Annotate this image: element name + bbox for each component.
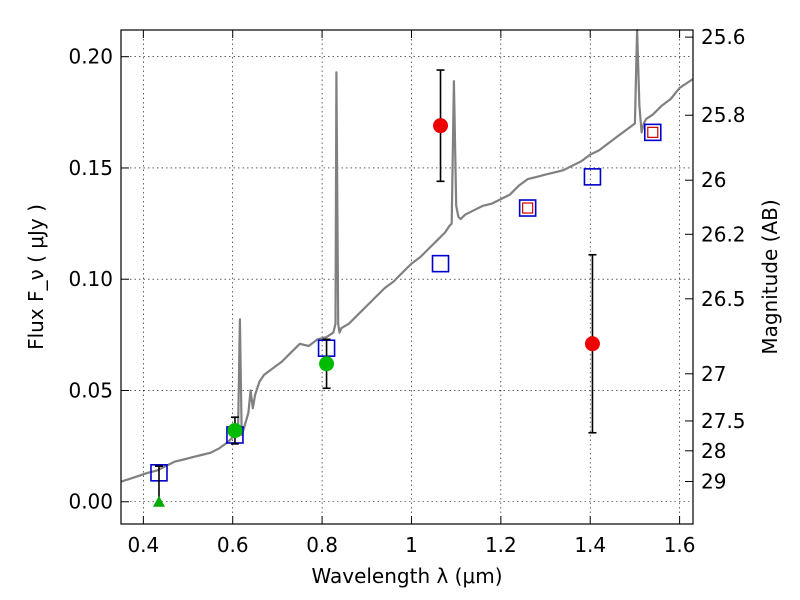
y2-tick-label: 26.5 [701, 287, 746, 311]
model-square [643, 123, 662, 142]
y2-tick-label: 27 [701, 362, 726, 386]
y2-tick-label: 26 [701, 168, 726, 192]
y2-tick-label: 28 [701, 439, 726, 463]
axis-ticks: 0.4 0.6 0.8 1 1.2 1.4 1.6 0.00 0.05 0.10 0.15 0.20 2… [68, 25, 745, 557]
detection-point [433, 118, 449, 134]
y-tick-label: 0.00 [68, 490, 113, 514]
data-layer [120, 28, 694, 507]
y-tick-label: 0.20 [68, 45, 113, 69]
spectrum-line [120, 28, 694, 483]
grid-lines [121, 30, 693, 524]
y2-tick-label: 25.8 [701, 103, 746, 127]
red-square-marker [522, 202, 534, 214]
model-square [431, 254, 450, 273]
y2-tick-label: 27.5 [701, 409, 746, 433]
model-square [518, 199, 537, 217]
x-tick-label: 0.4 [127, 533, 159, 557]
plot-frame [120, 29, 694, 525]
y-tick-label: 0.05 [68, 378, 113, 402]
model-square [583, 168, 602, 186]
y-axis-title: Flux F_ν ( μJy ) [24, 204, 48, 350]
y-tick-label: 0.15 [68, 156, 113, 180]
x-tick-label: 1 [405, 533, 418, 557]
detection-point [227, 423, 243, 439]
upper-limit-triangle [152, 495, 165, 507]
x-tick-label: 0.6 [217, 533, 249, 557]
detection-point [584, 336, 600, 352]
y-tick-label: 0.10 [68, 267, 113, 291]
x-tick-label: 1.2 [485, 533, 517, 557]
y2-tick-label: 26.2 [701, 222, 746, 246]
y2-tick-label: 29 [701, 469, 726, 493]
detection-point [319, 356, 335, 372]
x-tick-label: 1.4 [574, 533, 606, 557]
x-axis-title: Wavelength λ (μm) [311, 564, 502, 588]
y2-tick-label: 25.6 [701, 25, 746, 49]
x-tick-label: 0.8 [306, 533, 338, 557]
x-tick-label: 1.6 [664, 533, 696, 557]
right-axis-title: Magnitude (AB) [758, 199, 782, 354]
red-square-marker [647, 126, 659, 138]
